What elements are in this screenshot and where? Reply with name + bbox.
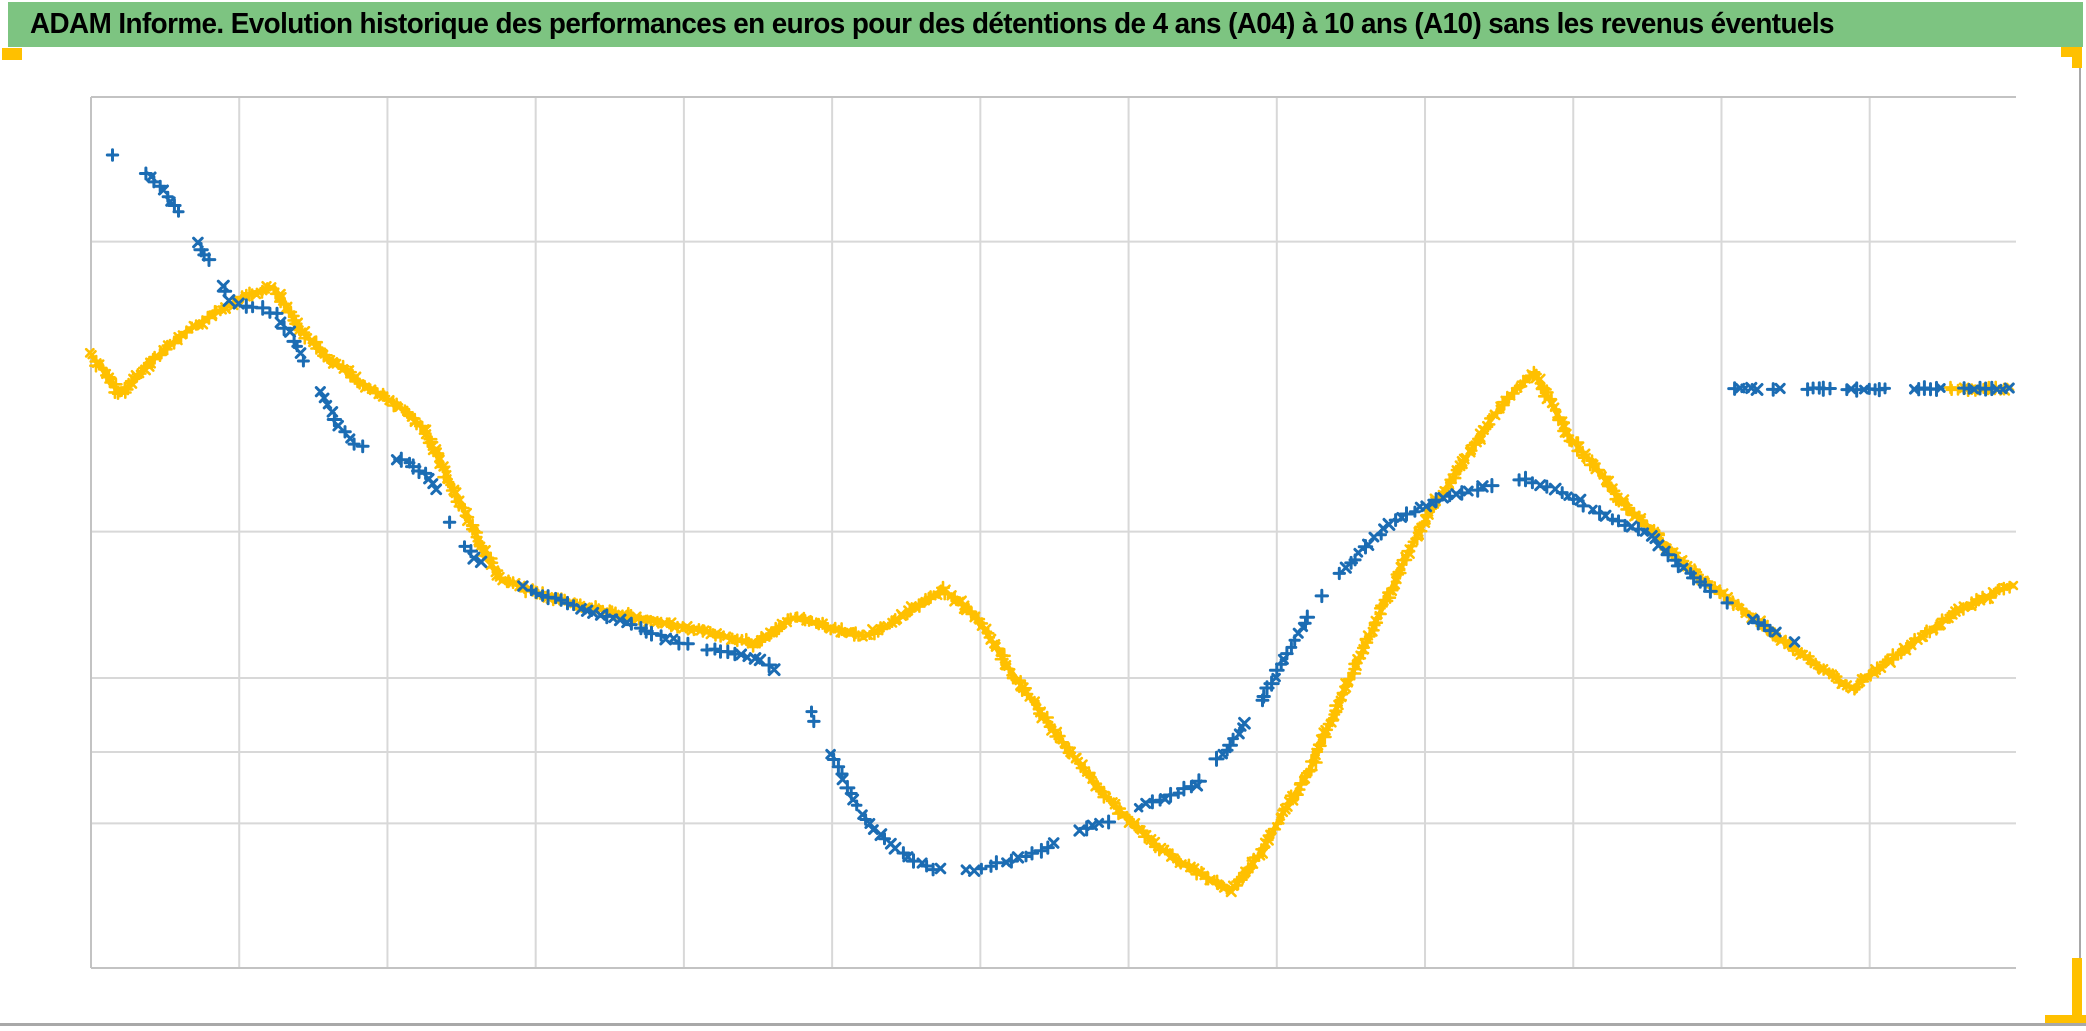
accent-corner-bottom-right-v bbox=[2072, 958, 2082, 1023]
chart-area bbox=[0, 48, 2086, 1031]
frame-right-edge bbox=[2079, 47, 2081, 1026]
series-blue-flat bbox=[1727, 380, 2015, 398]
title-bar: ADAM Informe. Evolution historique des p… bbox=[8, 2, 2083, 47]
frame-bottom-edge bbox=[0, 1023, 2086, 1026]
series-gold-markers bbox=[84, 281, 2019, 898]
series-gold-base bbox=[89, 284, 2015, 893]
series-blue-markers bbox=[105, 148, 1801, 877]
accent-corner-top-right-h bbox=[2061, 47, 2082, 57]
accent-marker-left bbox=[2, 48, 22, 60]
performance-scatter-chart bbox=[84, 96, 2019, 969]
accent-corner-bottom-right-h bbox=[2045, 1015, 2086, 1023]
chart-title: ADAM Informe. Evolution historique des p… bbox=[30, 8, 1834, 40]
accent-corner-top-right-v bbox=[2072, 47, 2082, 68]
